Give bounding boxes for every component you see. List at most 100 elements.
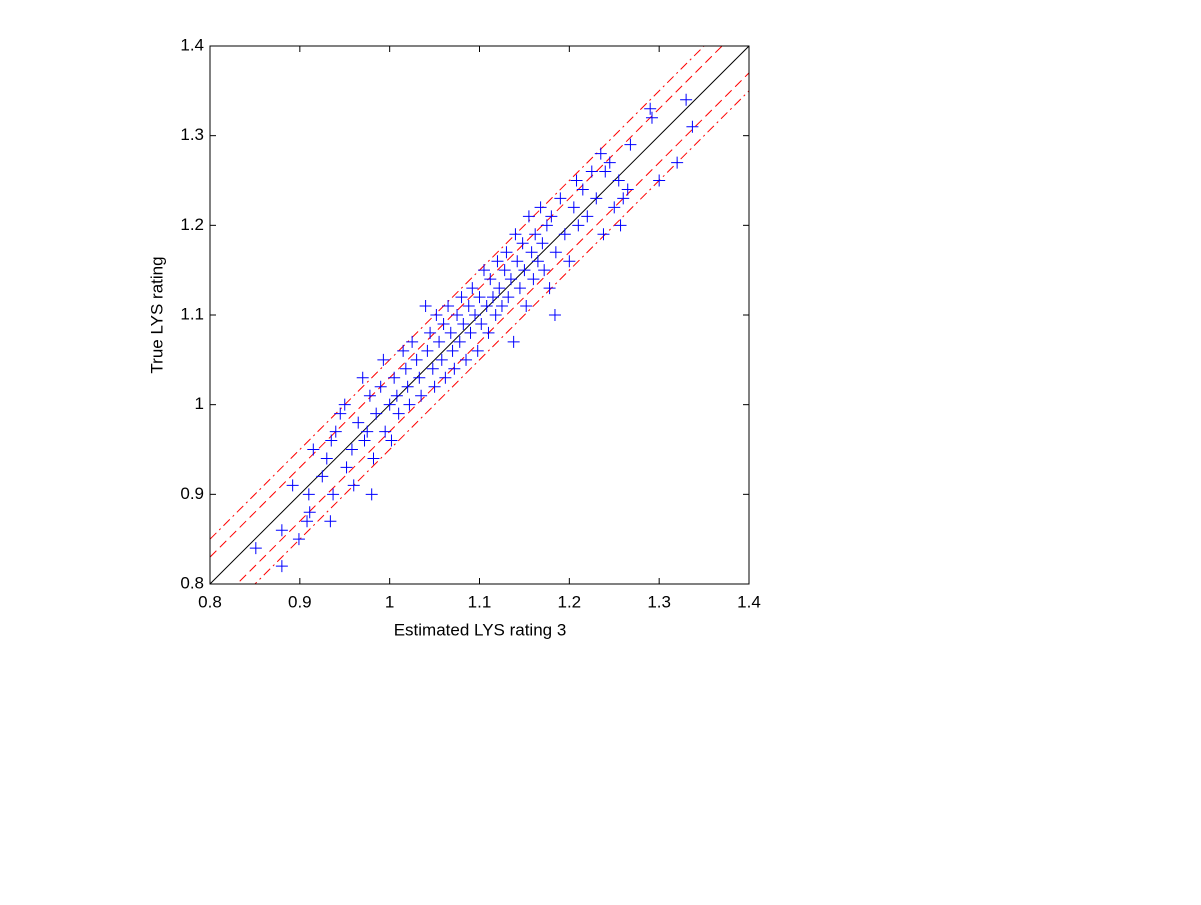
scatter-point [540,219,553,232]
scatter-point [491,255,504,268]
scatter-point [594,147,607,160]
scatter-point [624,138,637,151]
scatter-point [275,560,288,573]
plot-area [210,46,749,584]
scatter-point [410,353,423,366]
scatter-point [680,93,693,106]
scatter-point [509,228,522,241]
scatter-point [621,183,634,196]
scatter-point [426,362,439,375]
scatter-point [516,237,529,250]
scatter-point [428,380,441,393]
scatter-point [421,344,434,357]
y-tick-label: 1 [195,394,204,413]
y-axis-label: True LYS rating [147,256,166,373]
scatter-point [558,228,571,241]
scatter-point [473,291,486,304]
scatter-point [324,515,337,528]
scatter-point [484,273,497,286]
scatter-point [471,344,484,357]
x-tick-label: 1.1 [468,592,492,611]
scatter-point [334,407,347,420]
scatter-point [531,255,544,268]
scatter-point [340,461,353,474]
scatter-point [653,174,666,187]
scatter-point [576,183,589,196]
x-tick-label: 0.8 [198,592,222,611]
y-tick-label: 1.1 [180,304,204,323]
scatter-point [469,309,482,321]
scatter-point [527,273,540,286]
scatter-point [383,398,396,411]
x-axis-label: Estimated LYS rating 3 [394,620,567,639]
scatter-point [415,389,428,402]
scatter-point [442,300,455,313]
scatter-point [671,156,684,169]
scatter-point [495,300,508,313]
y-tick-label: 1.2 [180,215,204,234]
reference-line [236,72,749,584]
scatter-point [507,335,520,348]
scatter-point [338,398,351,411]
scatter-point [581,210,594,223]
scatter-point [645,111,658,124]
scatter-point [365,488,378,501]
scatter-point [446,344,459,357]
scatter-point [301,515,314,528]
scatter-point [529,228,542,241]
scatter-point [614,219,627,232]
scatter-point [500,246,513,259]
scatter-point [307,443,320,456]
scatter-point [374,380,387,393]
y-tick-label: 0.9 [180,484,204,503]
scatter-point [358,434,371,447]
x-tick-label: 1.4 [737,592,761,611]
x-tick-label: 1 [385,592,394,611]
scatter-point [511,255,524,268]
scatter-point [403,398,416,411]
scatter-point [548,309,561,321]
scatter-point [397,344,410,357]
scatter-point [419,300,432,313]
scatter-point [570,174,583,187]
scatter-point [367,452,380,465]
scatter-point [554,192,567,205]
scatter-point [377,353,390,366]
scatter-point [563,255,576,268]
scatter-point [401,380,414,393]
scatter-point [329,425,342,438]
scatter-point [466,282,479,295]
scatter-point [504,273,517,286]
scatter-point [536,237,549,250]
reference-line [210,46,723,558]
scatter-point [433,335,446,348]
scatter-point [585,165,598,178]
scatter-point [345,443,358,456]
scatter-point [545,210,558,223]
scatter-point [518,264,531,277]
scatter-point [370,407,383,420]
scatter-point [612,174,625,187]
scatter-point [303,506,316,519]
scatter-point [390,389,403,402]
scatter-point [275,524,288,537]
scatter-point [327,488,340,501]
scatter-point [549,246,562,259]
x-tick-label: 0.9 [288,592,312,611]
scatter-point [316,470,329,483]
scatter-point [464,326,477,339]
x-tick-label: 1.2 [558,592,582,611]
scatter-point [379,425,392,438]
scatter-point [477,264,490,277]
scatter-point [489,309,502,321]
scatter-point [448,362,461,375]
scatter-point [392,407,405,420]
scatter-point [320,452,333,465]
scatter-point [493,282,506,295]
scatter-point [498,264,511,277]
scatter-point [590,192,603,205]
scatter-point [538,264,551,277]
scatter-point [352,416,365,429]
scatter-point [686,120,699,133]
scatter-point [455,291,468,304]
